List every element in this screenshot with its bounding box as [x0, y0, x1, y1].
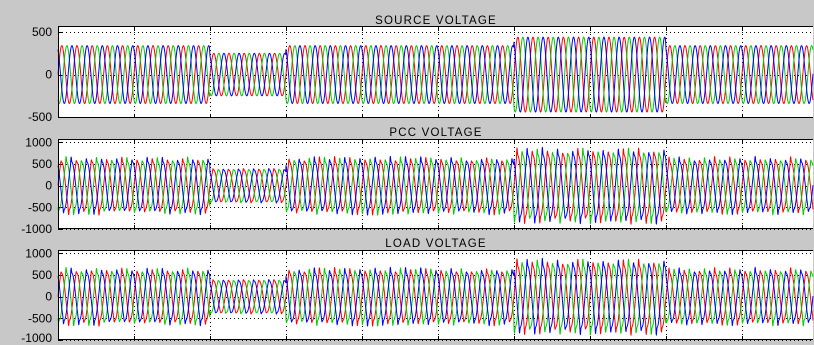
plot-frame	[58, 250, 813, 340]
y-tick-label: 1000	[25, 246, 52, 260]
source-voltage-panel: 500 0 -500 SOURCE VOLTAGE	[28, 15, 814, 124]
pcc-voltage-panel: 1000 500 0 -500 -1000 PCC VOLTAGE	[21, 127, 814, 236]
plot-frame	[58, 26, 813, 118]
load-voltage-trace-1	[57, 258, 814, 336]
pcc-voltage-trace-1	[57, 147, 814, 225]
load-voltage-trace-2	[57, 258, 814, 336]
y-tick-label: -1000	[21, 331, 52, 345]
y-tick-label: 0	[45, 68, 52, 82]
load-voltage-title: LOAD VOLTAGE	[385, 238, 487, 250]
pcc-voltage-trace-2	[57, 147, 814, 225]
y-tick-label: 0	[45, 179, 52, 193]
y-tick-label: -1000	[21, 222, 52, 236]
y-tick-label: 1000	[25, 135, 52, 149]
source-voltage-trace-2	[57, 36, 814, 113]
source-voltage-trace-3	[57, 36, 814, 113]
y-tick-label: 500	[32, 268, 52, 282]
y-tick-label: -500	[28, 110, 52, 124]
load-voltage-trace-3	[57, 257, 814, 336]
y-tick-label: 500	[32, 25, 52, 39]
pcc-voltage-trace-3	[57, 146, 814, 225]
source-voltage-title: SOURCE VOLTAGE	[375, 15, 497, 27]
y-tick-label: 0	[45, 290, 52, 304]
load-voltage-panel: 1000 500 0 -500 -1000 LOAD VOLTAGE	[21, 238, 814, 345]
y-tick-label: -500	[28, 200, 52, 214]
plot-frame	[58, 139, 813, 229]
source-voltage-trace-1	[57, 36, 814, 113]
y-tick-label: -500	[28, 311, 52, 325]
y-tick-label: 500	[32, 157, 52, 171]
pcc-voltage-title: PCC VOLTAGE	[389, 127, 482, 139]
